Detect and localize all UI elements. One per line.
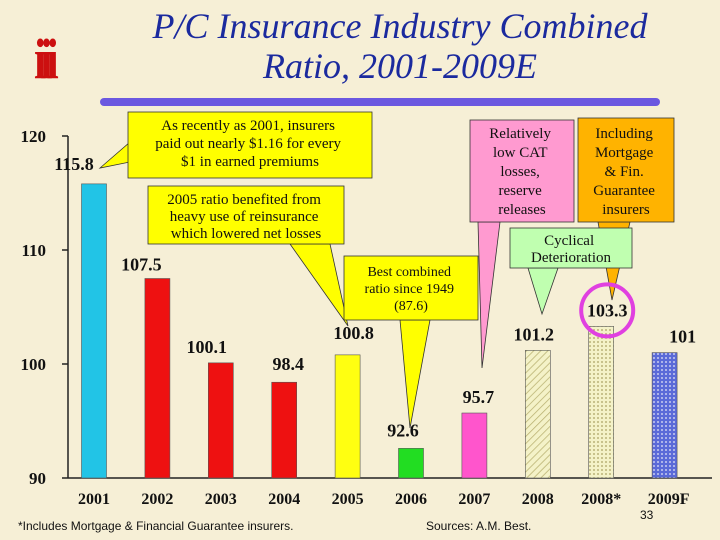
bar-2006 [398,448,424,479]
bar-2002 [144,278,171,479]
value-label: 100.8 [333,323,374,343]
x-tick-label: 2005 [332,491,364,508]
x-tick-label: 2008 [522,491,554,508]
iii-logo: iii [34,27,59,92]
value-label: 101 [669,327,696,347]
x-tick-label: 2003 [205,491,237,508]
value-label: 98.4 [272,354,304,374]
y-tick-label: 90 [29,469,46,488]
x-tick-label: 2008* [581,491,621,508]
callout-2007-box [469,119,575,223]
bar-2004 [271,381,298,479]
bar-2009F [651,352,678,479]
callout-2008s-box [577,117,675,223]
x-tick-label: 2007 [458,491,490,508]
footnote: *Includes Mortgage & Financial Guarantee… [18,519,294,533]
x-tick-label: 2002 [141,491,173,508]
callout-2005-box [147,185,345,245]
bar-2008star [588,326,615,479]
value-label: 95.7 [463,387,495,407]
value-label: 103.3 [587,300,628,320]
callout-2006-text: Best combined ratio since 1949 (87.6) [365,265,458,314]
value-label: 92.6 [387,420,419,440]
callout-cyclical-box [509,227,633,269]
bar-2007 [461,412,488,479]
bar-2003 [208,362,234,479]
callout-cyclical-text: Cyclical Deterioration [531,233,611,266]
callout-2001-box [127,111,373,179]
bar-2008 [524,350,551,479]
value-label: 100.1 [187,337,228,357]
callout-2007-text: Relatively low CAT losses, reserve relea… [489,126,554,218]
callout-2006-box [343,255,479,321]
callout-2001-text: As recently as 2001, insurers paid out n… [155,118,345,170]
bar-2005 [334,354,361,479]
highlight-circle [579,282,636,339]
value-label: 115.8 [54,154,94,174]
x-tick-label: 2009F [648,491,690,508]
y-tick-label: 100 [21,355,47,374]
callout-2008s-text: Including Mortgage & Fin. Guarantee insu… [593,126,658,218]
callout-2005-pointer [289,243,349,327]
callout-2007-pointer [477,221,501,369]
page-title-line-1: P/C Insurance Industry Combined [152,6,648,46]
page-title-line-2: Ratio, 2001-2009E [263,46,537,86]
sources-note: Sources: A.M. Best. [426,519,532,533]
x-tick-label: 2006 [395,491,427,508]
x-tick-label: 2004 [268,491,300,508]
header-divider [100,98,660,106]
callout-2006-pointer [399,319,431,429]
callout-2005-text: 2005 ratio benefited from heavy use of r… [167,192,324,242]
callout-cyclical-pointer [527,267,559,316]
page-number: 33 [640,508,654,522]
value-label: 101.2 [514,324,555,344]
value-label: 107.5 [121,255,162,275]
y-tick-label: 110 [21,241,46,260]
y-tick-label: 120 [21,127,47,146]
bar-2001 [81,183,107,479]
x-tick-label: 2001 [78,491,110,508]
